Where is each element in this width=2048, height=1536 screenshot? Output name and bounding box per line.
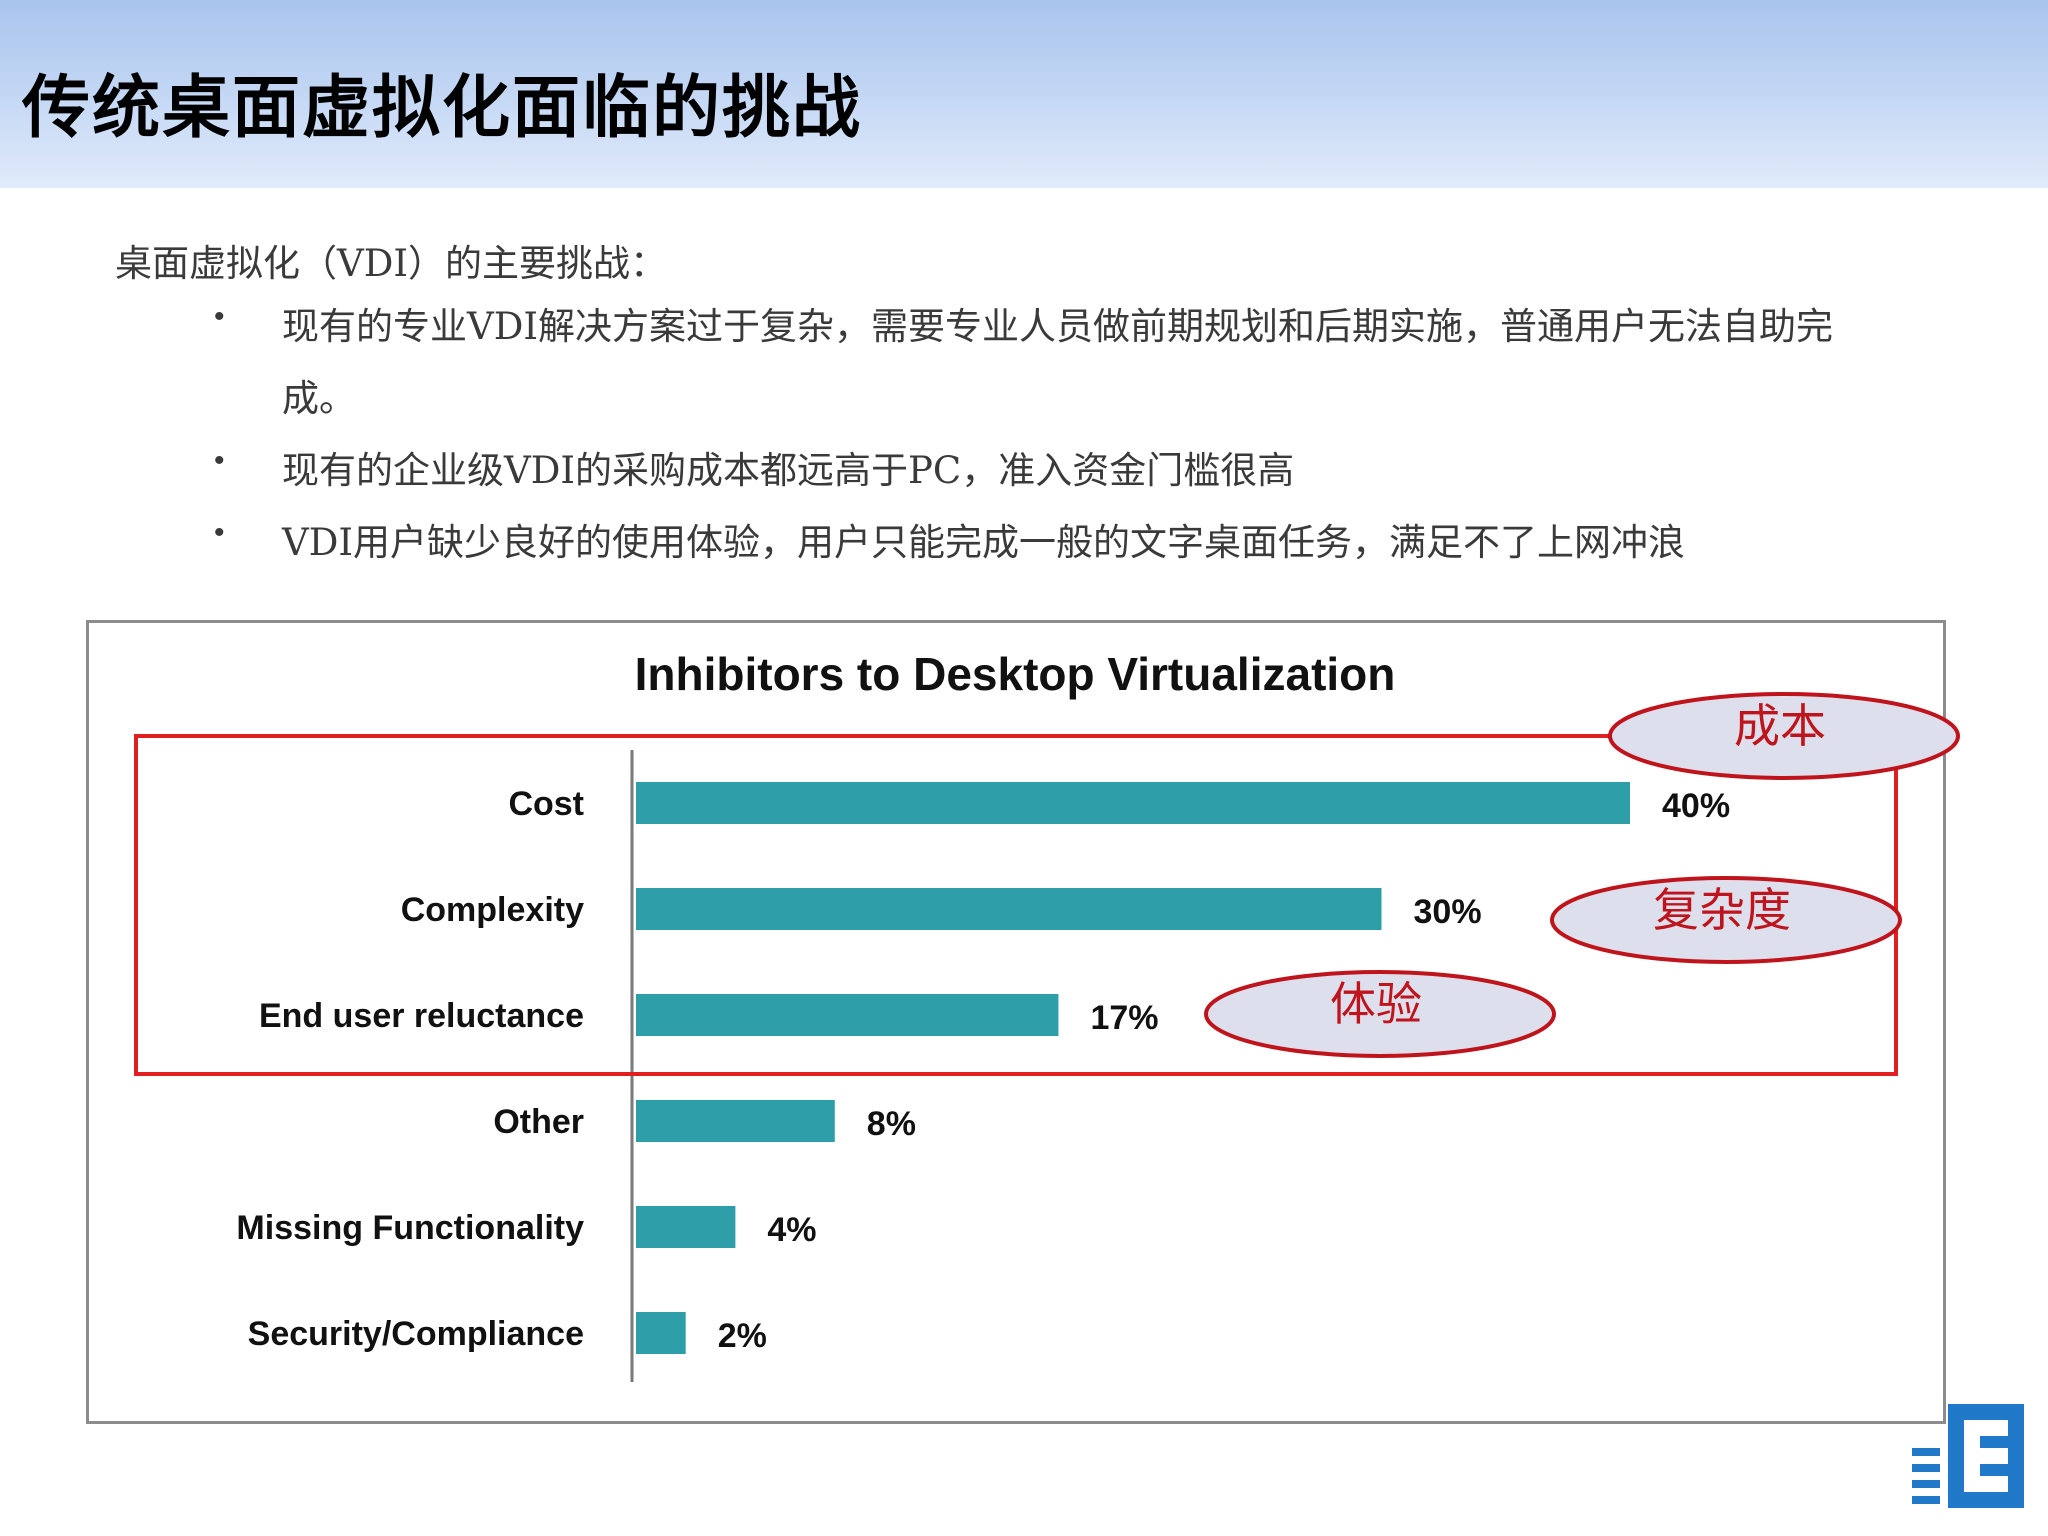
bar [636, 994, 1059, 1036]
intro-text: 桌面虚拟化（VDI）的主要挑战： [115, 242, 668, 285]
data-label: 17% [1090, 999, 1158, 1037]
callout-text: 复杂度 [1653, 883, 1791, 937]
data-label: 2% [718, 1317, 767, 1355]
category-label: Cost [508, 785, 584, 823]
bullet-text: VDI用户缺少良好的使用体验，用户只能完成一般的文字桌面任务，满足不了上网冲浪 [282, 521, 1685, 564]
company-logo-icon [1912, 1404, 2024, 1508]
category-label: Complexity [401, 891, 584, 929]
bullet-marker: • [214, 300, 225, 333]
category-label: Security/Compliance [248, 1315, 584, 1353]
callout-ellipse [1608, 692, 1960, 780]
page-title: 传统桌面虚拟化面临的挑战 [22, 68, 863, 148]
bar [636, 1312, 686, 1354]
callout-text: 成本 [1734, 699, 1826, 753]
chart-title: Inhibitors to Desktop Virtualization [635, 648, 1396, 700]
bar [636, 1206, 736, 1248]
callout-ellipse [1550, 876, 1902, 964]
bars-layer: Cost 40% Complexity 30% End user reluctance 1… [236, 750, 1730, 1382]
callout-ellipse [1204, 970, 1556, 1058]
bar [636, 782, 1630, 824]
bullet-marker: • [214, 516, 225, 549]
category-label: Other [493, 1103, 584, 1141]
bar [636, 1100, 835, 1142]
data-label: 4% [767, 1211, 816, 1249]
highlight-box [134, 734, 1898, 1076]
bullet-text: 现有的企业级VDI的采购成本都远高于PC，准入资金门槛很高 [282, 449, 1295, 492]
category-label: Missing Functionality [236, 1209, 584, 1247]
callout-text: 体验 [1330, 977, 1422, 1031]
bullet-text: 现有的专业VDI解决方案过于复杂，需要专业人员做前期规划和后期实施，普通用户无法… [282, 305, 1833, 420]
title-banner: 传统桌面虚拟化面临的挑战 [0, 0, 2048, 188]
bar [636, 888, 1382, 930]
data-label: 40% [1662, 787, 1730, 825]
category-label: End user reluctance [259, 997, 584, 1035]
bullet-marker: • [214, 444, 225, 477]
data-label: 30% [1414, 893, 1482, 931]
data-label: 8% [867, 1105, 916, 1143]
